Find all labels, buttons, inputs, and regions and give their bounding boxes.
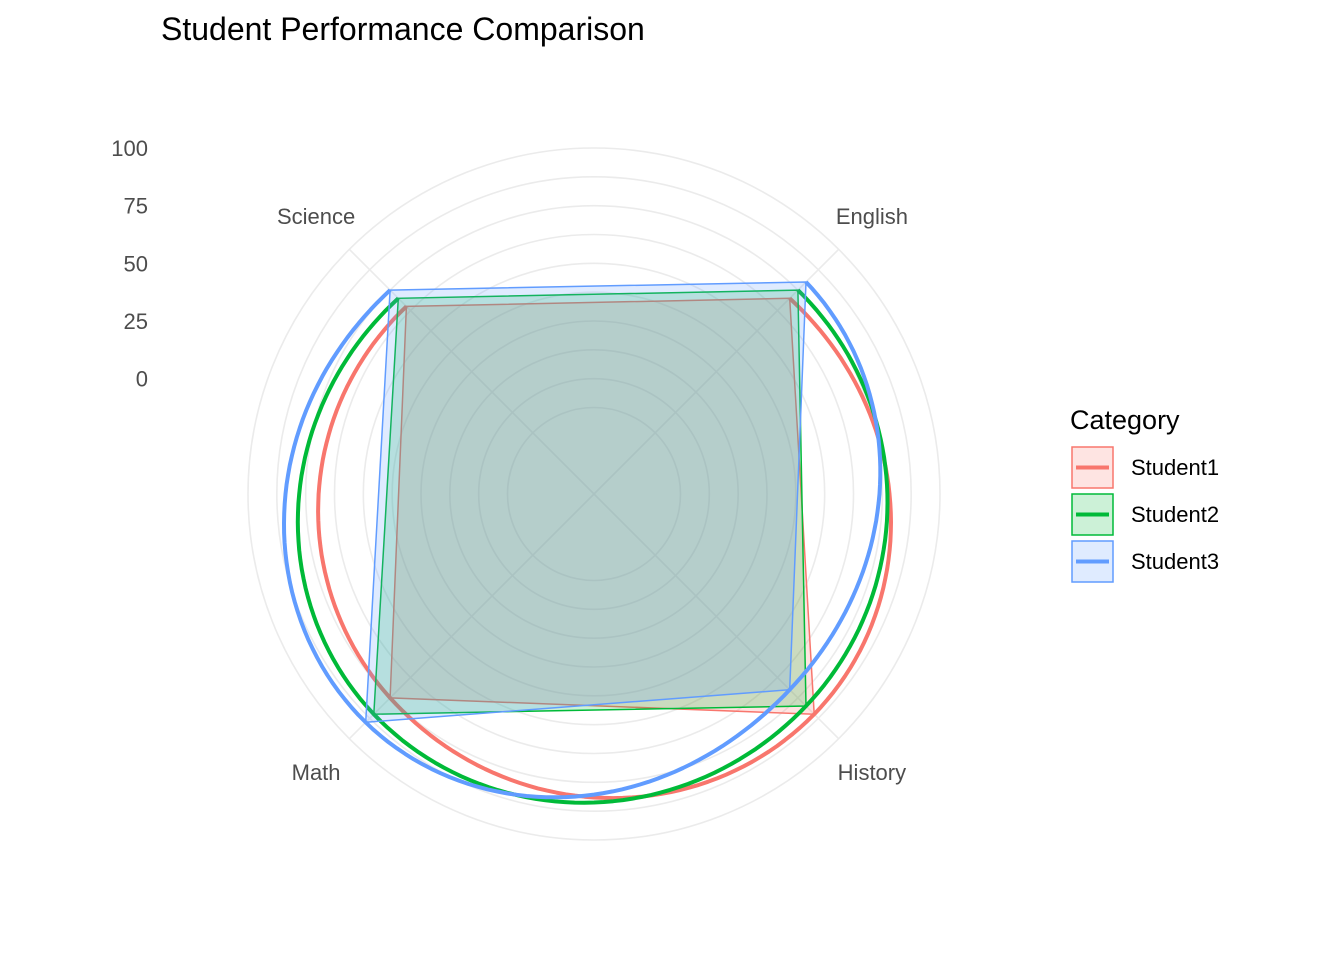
grid (247, 147, 941, 841)
axis-labels: 0 25 50 75 100 English History Math Science (111, 136, 908, 785)
series-layer (282, 280, 893, 805)
chart-title: Student Performance Comparison (161, 11, 645, 47)
legend-title: Category (1070, 405, 1180, 435)
legend-label-student3: Student3 (1131, 549, 1219, 574)
legend: Category Student1 Student2 Student3 (1070, 405, 1219, 583)
legend-label-student1: Student1 (1131, 455, 1219, 480)
grid-circle (391, 291, 797, 697)
series-line-student1 (316, 296, 893, 801)
category-label-science: Science (277, 204, 355, 229)
grid-circle (247, 147, 941, 841)
radial-tick-label: 50 (124, 251, 148, 276)
grid-circle (333, 233, 855, 755)
grid-circle (362, 262, 826, 726)
grid-spoke (593, 493, 840, 740)
radial-tick-label: 0 (136, 367, 148, 392)
grid-circle (477, 377, 711, 611)
series-line-student2 (295, 288, 890, 805)
category-label-history: History (838, 760, 906, 785)
grid-circle (420, 320, 768, 668)
radial-tick-label: 75 (124, 194, 148, 219)
grid-circle (506, 406, 682, 582)
legend-items: Student1 Student2 Student3 (1071, 446, 1219, 583)
category-label-math: Math (292, 760, 341, 785)
radial-tick-label: 25 (124, 309, 148, 334)
series-area-student3 (364, 281, 807, 724)
category-label-english: English (836, 204, 908, 229)
grid-circle (304, 204, 884, 784)
grid-circle (276, 176, 912, 812)
series-line-student3 (282, 280, 883, 800)
radial-tick-label: 100 (111, 136, 148, 161)
grid-circle (449, 349, 739, 639)
legend-label-student2: Student2 (1131, 502, 1219, 527)
